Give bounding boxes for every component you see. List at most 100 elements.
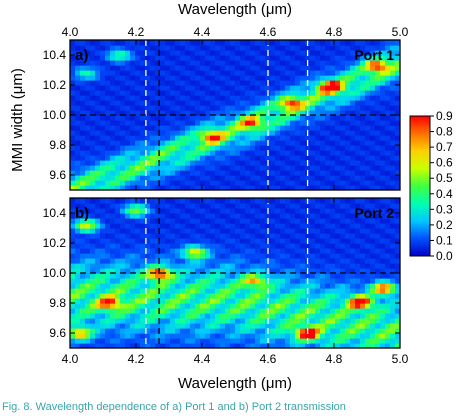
heatmap-cell bbox=[80, 278, 86, 284]
heatmap-cell bbox=[350, 303, 356, 309]
heatmap-cell bbox=[115, 85, 121, 91]
heatmap-cell bbox=[375, 298, 381, 304]
heatmap-cell bbox=[395, 263, 400, 269]
heatmap-cell bbox=[380, 223, 386, 229]
heatmap-cell bbox=[240, 238, 246, 244]
heatmap-cell bbox=[140, 155, 146, 161]
heatmap-cell bbox=[330, 308, 336, 314]
heatmap-cell bbox=[125, 313, 131, 319]
heatmap-cell bbox=[120, 278, 126, 284]
heatmap-cell bbox=[105, 323, 111, 329]
heatmap-cell bbox=[230, 170, 236, 176]
heatmap-cell bbox=[150, 333, 156, 339]
heatmap-cell bbox=[115, 50, 121, 56]
heatmap-cell bbox=[150, 268, 156, 274]
heatmap-cell bbox=[260, 278, 266, 284]
heatmap-cell bbox=[115, 203, 121, 209]
heatmap-cell bbox=[140, 253, 146, 259]
heatmap-cell bbox=[210, 155, 216, 161]
heatmap-cell bbox=[395, 323, 400, 329]
heatmap-cell bbox=[150, 253, 156, 259]
heatmap-cell bbox=[340, 65, 346, 71]
heatmap-cell bbox=[195, 125, 201, 131]
heatmap-cell bbox=[295, 318, 301, 324]
heatmap-cell bbox=[275, 218, 281, 224]
heatmap-cell bbox=[155, 40, 161, 46]
heatmap-cell bbox=[365, 288, 371, 294]
heatmap-cell bbox=[320, 45, 326, 51]
heatmap-cell bbox=[185, 343, 191, 348]
heatmap-cell bbox=[80, 185, 86, 190]
heatmap-cell bbox=[185, 263, 191, 269]
colorbar-tick-label: 0.7 bbox=[436, 140, 453, 154]
heatmap-cell bbox=[100, 80, 106, 86]
heatmap-cell bbox=[330, 278, 336, 284]
heatmap-cell bbox=[250, 40, 256, 46]
heatmap-cell bbox=[240, 95, 246, 101]
heatmap-cell bbox=[300, 338, 306, 344]
heatmap-cell bbox=[275, 288, 281, 294]
heatmap-cell bbox=[345, 185, 351, 190]
heatmap-cell bbox=[100, 165, 106, 171]
heatmap-cell bbox=[105, 213, 111, 219]
heatmap-cell bbox=[245, 165, 251, 171]
heatmap-cell bbox=[380, 258, 386, 264]
heatmap-cell bbox=[245, 105, 251, 111]
heatmap-cell bbox=[360, 213, 366, 219]
heatmap-cell bbox=[385, 213, 391, 219]
heatmap-cell bbox=[345, 165, 351, 171]
heatmap-cell bbox=[390, 213, 396, 219]
heatmap-cell bbox=[330, 208, 336, 214]
heatmap-cell bbox=[145, 160, 151, 166]
heatmap-cell bbox=[80, 258, 86, 264]
heatmap-cell bbox=[260, 343, 266, 348]
heatmap-cell bbox=[250, 303, 256, 309]
heatmap-cell bbox=[185, 268, 191, 274]
heatmap-cell bbox=[255, 60, 261, 66]
heatmap-cell bbox=[375, 145, 381, 151]
heatmap-cell bbox=[115, 198, 121, 204]
heatmap-cell bbox=[295, 45, 301, 51]
heatmap-cell bbox=[105, 233, 111, 239]
heatmap-cell bbox=[280, 203, 286, 209]
heatmap-cell bbox=[345, 80, 351, 86]
heatmap-cell bbox=[350, 273, 356, 279]
heatmap-cell bbox=[160, 343, 166, 348]
heatmap-cell bbox=[365, 243, 371, 249]
heatmap-cell bbox=[380, 40, 386, 46]
heatmap-cell bbox=[125, 253, 131, 259]
heatmap-cell bbox=[280, 233, 286, 239]
heatmap-cell bbox=[390, 273, 396, 279]
heatmap-cell bbox=[135, 95, 141, 101]
colorbar-tick-label: 0.5 bbox=[436, 171, 453, 185]
heatmap-cell bbox=[380, 308, 386, 314]
bottom-x-tick-label: 4.8 bbox=[326, 352, 343, 366]
heatmap-cell bbox=[240, 283, 246, 289]
heatmap-cell bbox=[105, 115, 111, 121]
heatmap-cell bbox=[105, 65, 111, 71]
heatmap-cell bbox=[325, 243, 331, 249]
heatmap-cell bbox=[140, 180, 146, 186]
heatmap-cell bbox=[395, 155, 400, 161]
heatmap-cell bbox=[340, 175, 346, 181]
heatmap-cell bbox=[145, 70, 151, 76]
heatmap-cell bbox=[280, 343, 286, 348]
heatmap-cell bbox=[120, 228, 126, 234]
heatmap-cell bbox=[225, 65, 231, 71]
heatmap-cell bbox=[340, 268, 346, 274]
heatmap-cell bbox=[130, 243, 136, 249]
heatmap-cell bbox=[75, 70, 81, 76]
heatmap-cell bbox=[120, 40, 126, 46]
heatmap-cell bbox=[165, 180, 171, 186]
heatmap-cell bbox=[210, 318, 216, 324]
heatmap-cell bbox=[325, 313, 331, 319]
heatmap-cell bbox=[335, 308, 341, 314]
heatmap-cell bbox=[220, 100, 226, 106]
top-x-tick-label: 4.8 bbox=[326, 25, 343, 39]
heatmap-cell bbox=[320, 278, 326, 284]
heatmap-cell bbox=[210, 343, 216, 348]
heatmap-cell bbox=[130, 308, 136, 314]
heatmap-cell bbox=[205, 40, 211, 46]
heatmap-cell bbox=[170, 50, 176, 56]
heatmap-cell bbox=[275, 170, 281, 176]
